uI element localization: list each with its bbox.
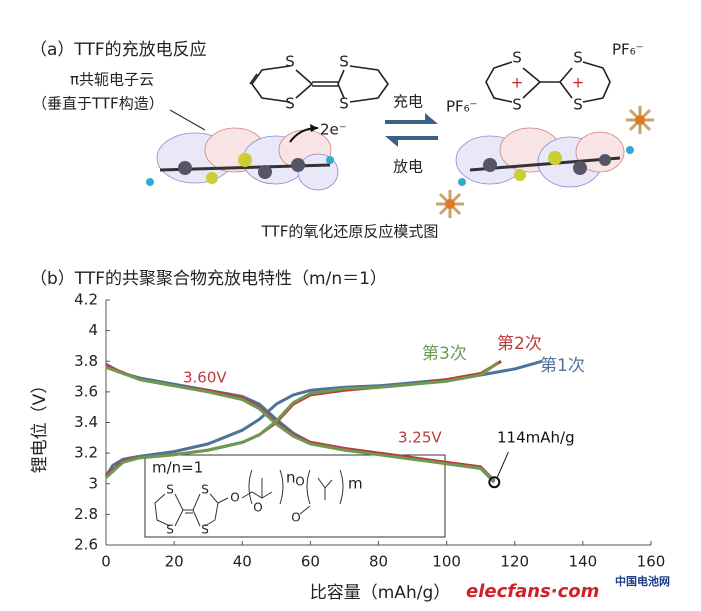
y-tick-label: 3 [88, 474, 98, 492]
chart-title: （b）TTF的共聚聚合物充放电特性（m/n＝1） [30, 269, 387, 289]
charge-sign: + [572, 74, 585, 92]
x-axis-label: 比容量（mAh/g） [310, 583, 450, 603]
charge-sign: + [511, 74, 524, 92]
electrons-label: 2e⁻ [320, 121, 347, 139]
atom-label: S [573, 96, 583, 114]
inset-box [144, 454, 446, 538]
annotation: 3.60V [183, 369, 227, 387]
atom-label: S [285, 95, 295, 113]
atom-label: S [512, 49, 522, 67]
x-tick-label: 40 [233, 553, 252, 571]
inset-index: m [348, 475, 363, 493]
inset-atom: S [166, 523, 174, 537]
cloud-note: （垂直于TTF构造） [32, 95, 164, 113]
cloud-label: π共轭电子云 [70, 71, 154, 89]
watermark-battery: 中国电池网 [615, 574, 670, 588]
capacity-pointer [496, 452, 509, 478]
discharge-label: 放电 [393, 158, 423, 176]
y-axis-label: 锂电位（V） [30, 377, 50, 474]
cloud-right [455, 127, 634, 188]
y-tick-label: 3.6 [74, 382, 98, 400]
diagram-caption: TTF的氧化还原反应模式图 [261, 223, 439, 241]
inset-atom: O [253, 501, 262, 515]
pointer [169, 109, 206, 131]
x-tick-label: 100 [432, 553, 461, 571]
x-tick-label: 140 [569, 553, 598, 571]
annotation: 3.25V [398, 429, 442, 447]
annotation: 114mAh/g [497, 429, 575, 447]
inset-atom: O [230, 491, 239, 505]
y-tick-label: 4 [88, 321, 98, 339]
x-tick-label: 0 [101, 553, 111, 571]
x-tick-label: 20 [165, 553, 184, 571]
y-tick-label: 2.6 [74, 536, 98, 554]
anion-label: PF₆⁻ [612, 41, 644, 59]
cloud-left [146, 127, 339, 191]
y-tick-label: 3.2 [74, 444, 98, 462]
discharge-arrow [385, 136, 438, 147]
inset-ratio: m/n=1 [152, 459, 203, 477]
charge-label: 充电 [393, 93, 423, 111]
series-line [104, 361, 499, 482]
atom-label: S [339, 53, 349, 71]
series-label: 第2次 [497, 334, 542, 354]
y-tick-label: 2.8 [74, 505, 98, 523]
y-tick-label: 3.8 [74, 352, 98, 370]
atom-label: S [512, 96, 522, 114]
x-tick-label: 60 [301, 553, 320, 571]
x-tick-label: 160 [637, 553, 666, 571]
series-label: 第3次 [422, 344, 467, 364]
inset-atom: S [201, 523, 209, 537]
y-tick-label: 4.2 [74, 291, 98, 309]
inset-index: n [286, 469, 296, 487]
atom-label: S [573, 49, 583, 67]
ttf-neutral [249, 65, 389, 103]
inset-atom: O [295, 475, 304, 489]
diagram-panel: （a）TTF的充放电反应 π共轭电子云 （垂直于TTF构造） [30, 40, 654, 241]
inset-atom: S [201, 483, 209, 497]
x-tick-label: 120 [500, 553, 529, 571]
atom-label: S [285, 53, 295, 71]
anion-label: PF₆⁻ [446, 98, 478, 116]
capacity-marker [488, 476, 501, 489]
watermark-elecfans: elecfans·com [466, 581, 599, 602]
diagram-title: （a）TTF的充放电反应 [30, 40, 207, 60]
y-tick-label: 3.4 [74, 413, 98, 431]
anion-icons [436, 106, 654, 218]
atom-label: S [339, 95, 349, 113]
x-tick-label: 80 [369, 553, 388, 571]
charge-arrow [385, 113, 438, 124]
inset-structure [154, 469, 344, 527]
series-label: 第1次 [540, 356, 585, 376]
ttf-cation [485, 61, 611, 103]
electron-arrow-head [310, 124, 318, 132]
inset-atom: O [291, 511, 300, 525]
inset-atom: S [166, 483, 174, 497]
